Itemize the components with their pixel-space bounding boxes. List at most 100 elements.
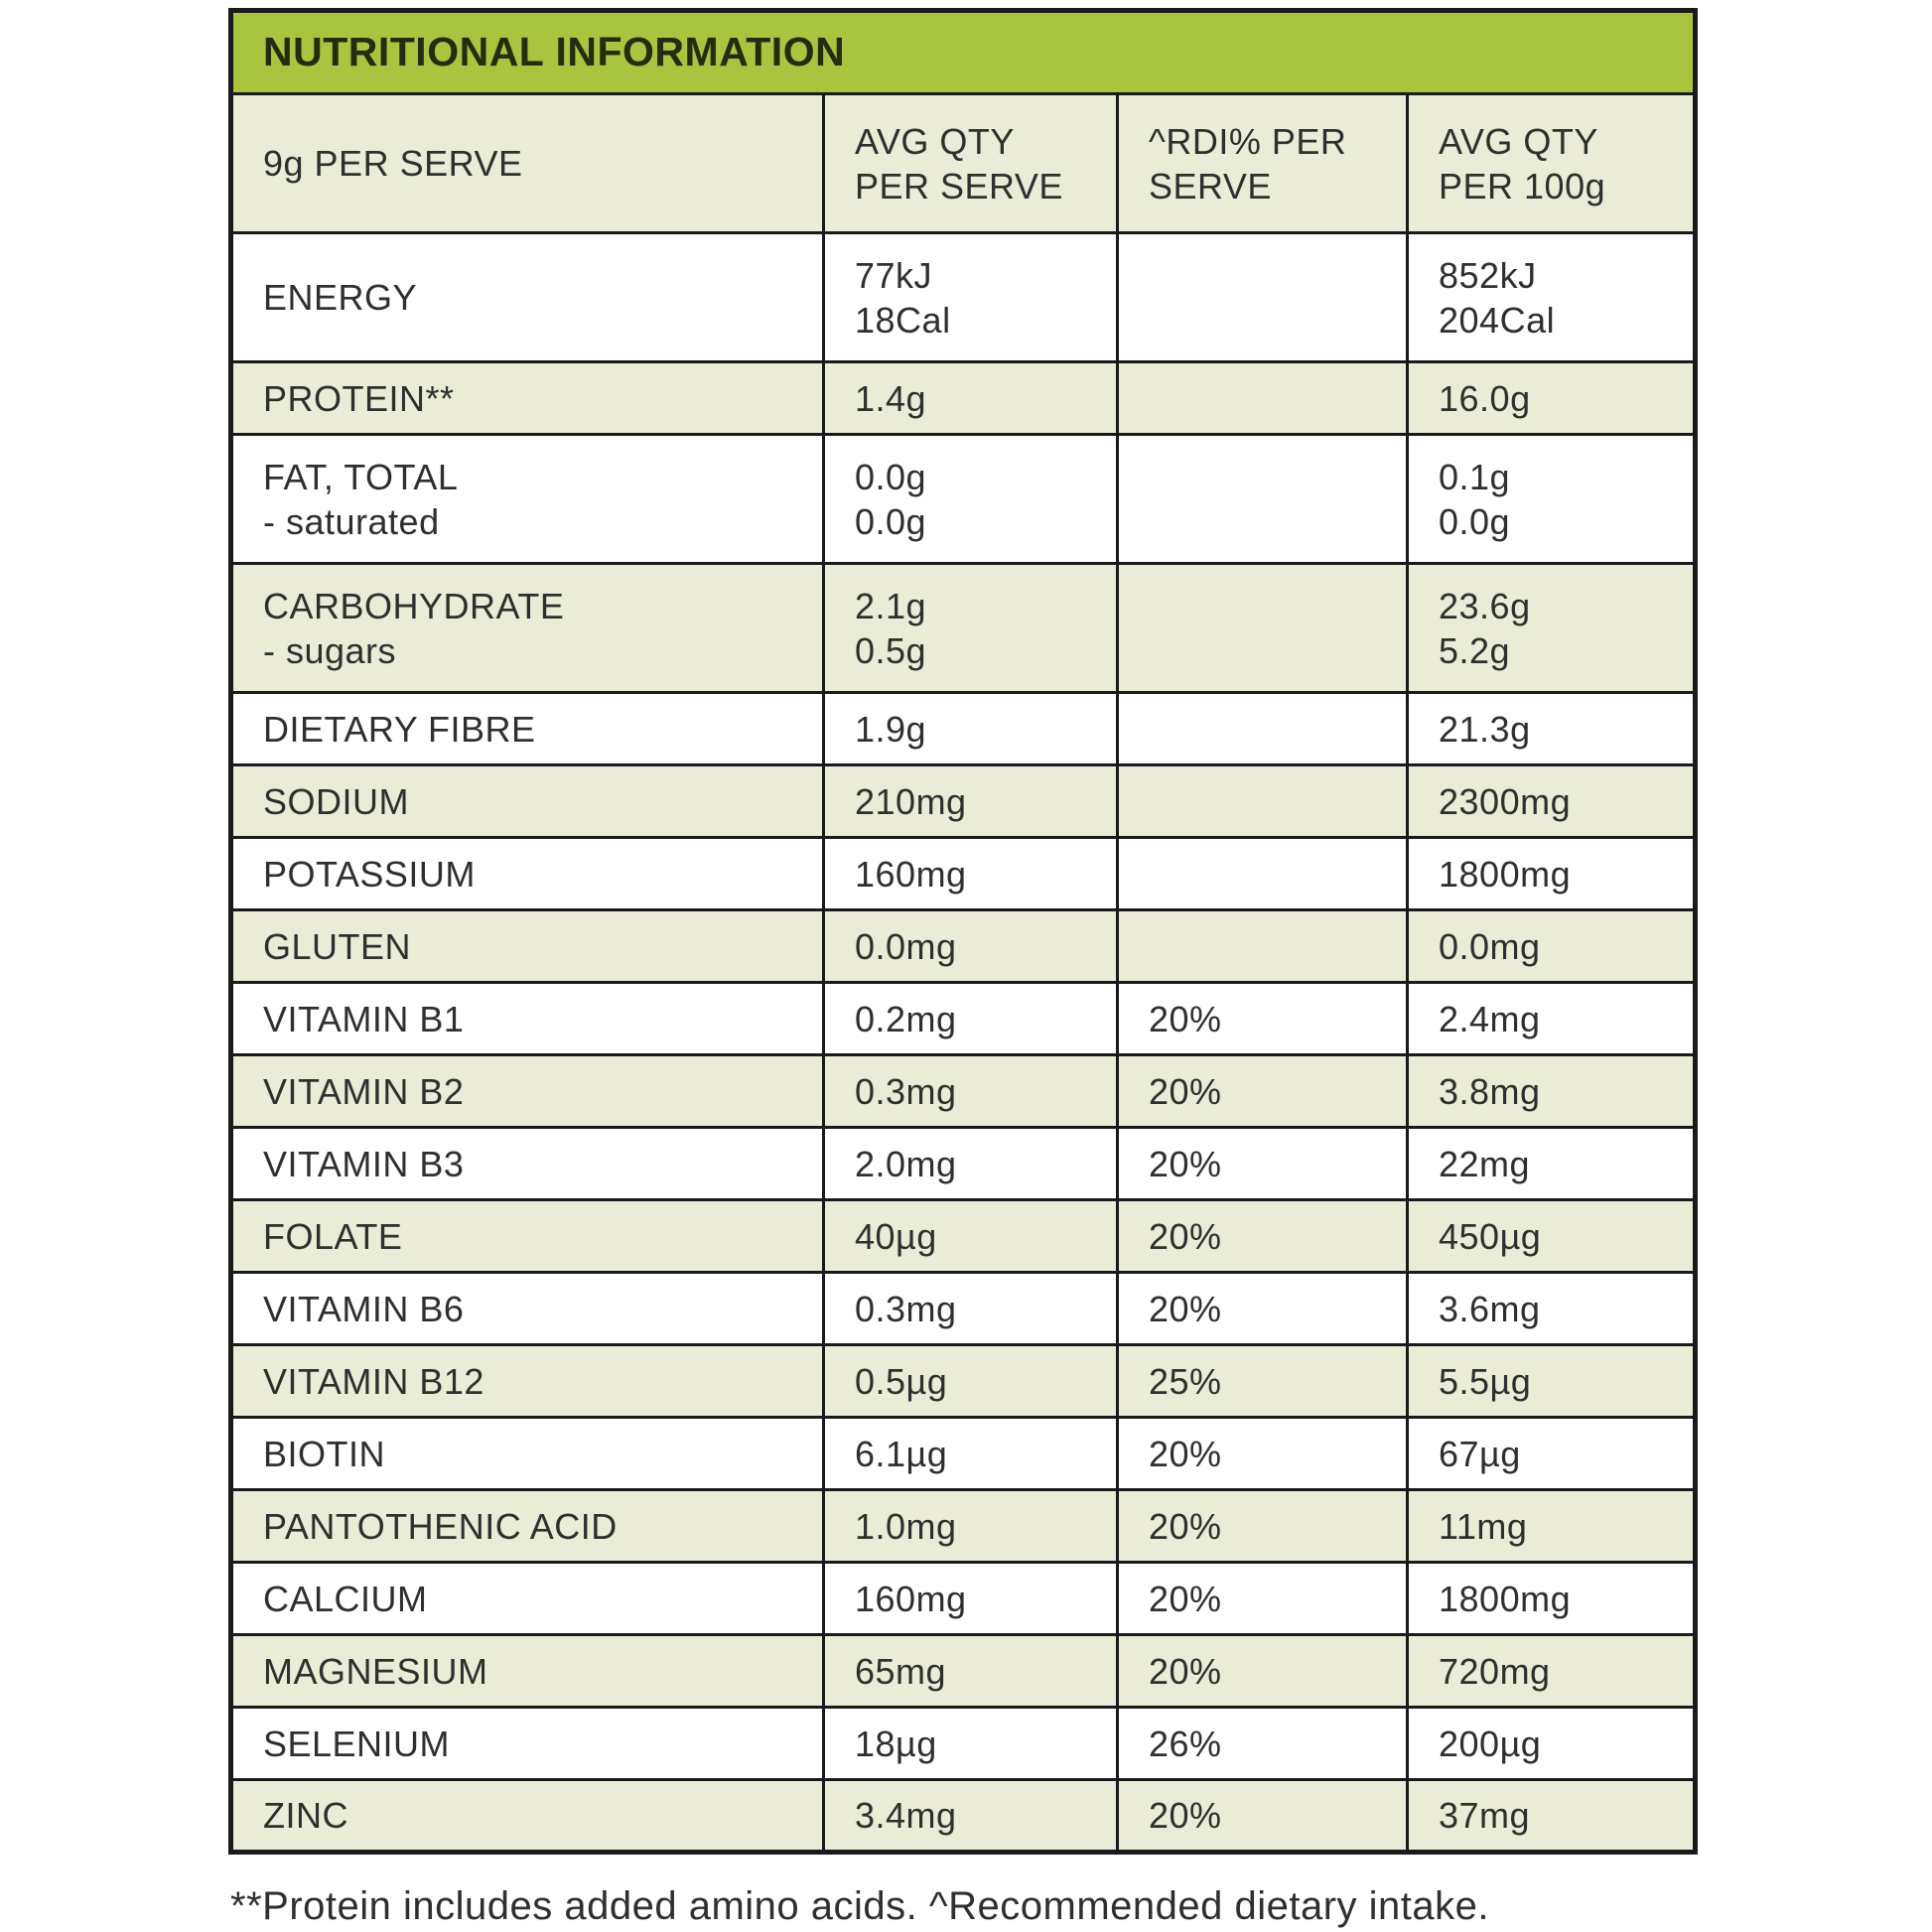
- column-header-avg-qty-per-100g: AVG QTY PER 100g: [1405, 92, 1698, 234]
- table-row: PROTEIN** 1.4g 16.0g: [229, 360, 1698, 436]
- nutrient-value-per-100g: 23.6g 5.2g: [1405, 562, 1698, 694]
- column-header-serving-size: 9g PER SERVE: [229, 92, 825, 234]
- nutrient-value-rdi: 20%: [1116, 1198, 1409, 1274]
- nutrient-label: CARBOHYDRATE - sugars: [229, 562, 825, 694]
- table-title-row: NUTRITIONAL INFORMATION: [228, 9, 1698, 95]
- nutrient-value-rdi: 20%: [1116, 1778, 1409, 1854]
- nutrient-value-rdi: 20%: [1116, 1633, 1409, 1709]
- table-body: ENERGY 77kJ 18Cal 852kJ 204Cal PROTEIN** 1.4…: [229, 231, 1698, 1854]
- table-row: BIOTIN 6.1µg 20% 67µg: [229, 1416, 1698, 1491]
- nutrient-label: SODIUM: [229, 763, 825, 839]
- table-row: FOLATE 40µg 20% 450µg: [229, 1198, 1698, 1274]
- nutrient-label: FAT, TOTAL - saturated: [229, 433, 825, 565]
- nutrient-label: ZINC: [229, 1778, 825, 1854]
- nutrient-value-rdi: 20%: [1116, 981, 1409, 1056]
- table-row: VITAMIN B6 0.3mg 20% 3.6mg: [229, 1271, 1698, 1346]
- nutrient-value-per-100g: 720mg: [1405, 1633, 1698, 1709]
- nutrient-label: VITAMIN B2: [229, 1053, 825, 1129]
- nutrient-label: POTASSIUM: [229, 836, 825, 911]
- nutrient-label: CALCIUM: [229, 1561, 825, 1636]
- nutrient-value-per-serve: 6.1µg: [822, 1416, 1119, 1491]
- nutrient-value-per-100g: 3.6mg: [1405, 1271, 1698, 1346]
- nutrient-value-per-100g: 5.5µg: [1405, 1343, 1698, 1419]
- nutrient-value-per-serve: 1.4g: [822, 360, 1119, 436]
- nutrient-value-per-100g: 16.0g: [1405, 360, 1698, 436]
- nutrient-value-per-serve: 0.0mg: [822, 908, 1119, 984]
- nutrient-value-rdi: [1116, 231, 1409, 363]
- table-row: POTASSIUM 160mg 1800mg: [229, 836, 1698, 911]
- table-row: CALCIUM 160mg 20% 1800mg: [229, 1561, 1698, 1636]
- footnote: **Protein includes added amino acids. ^R…: [230, 1884, 1490, 1928]
- nutrient-value-per-100g: 852kJ 204Cal: [1405, 231, 1698, 363]
- nutrient-value-per-100g: 37mg: [1405, 1778, 1698, 1854]
- nutrition-table: NUTRITIONAL INFORMATION 9g PER SERVE AVG…: [228, 8, 1699, 1855]
- nutrient-value-per-serve: 2.0mg: [822, 1126, 1119, 1201]
- table-row: PANTOTHENIC ACID 1.0mg 20% 11mg: [229, 1488, 1698, 1564]
- nutrient-value-per-serve: 18µg: [822, 1706, 1119, 1781]
- nutrient-value-rdi: [1116, 433, 1409, 565]
- table-row: SODIUM 210mg 2300mg: [229, 763, 1698, 839]
- nutrient-label: DIETARY FIBRE: [229, 691, 825, 766]
- column-header-avg-qty-per-serve: AVG QTY PER SERVE: [822, 92, 1119, 234]
- table-row: CARBOHYDRATE - sugars 2.1g 0.5g 23.6g 5.2g: [229, 562, 1698, 694]
- nutrient-label: PROTEIN**: [229, 360, 825, 436]
- nutrient-label: VITAMIN B12: [229, 1343, 825, 1419]
- nutrient-value-per-100g: 1800mg: [1405, 836, 1698, 911]
- nutrient-value-per-serve: 3.4mg: [822, 1778, 1119, 1854]
- nutrient-value-rdi: 25%: [1116, 1343, 1409, 1419]
- table-row: GLUTEN 0.0mg 0.0mg: [229, 908, 1698, 984]
- column-header-rdi-per-serve: ^RDI% PER SERVE: [1116, 92, 1409, 234]
- table-row: VITAMIN B3 2.0mg 20% 22mg: [229, 1126, 1698, 1201]
- nutrient-value-per-100g: 3.8mg: [1405, 1053, 1698, 1129]
- nutrient-value-per-serve: 0.3mg: [822, 1271, 1119, 1346]
- table-title: NUTRITIONAL INFORMATION: [228, 9, 1698, 95]
- table-row: FAT, TOTAL - saturated 0.0g 0.0g 0.1g 0.0g: [229, 433, 1698, 565]
- nutrient-value-rdi: [1116, 562, 1409, 694]
- nutrient-label: VITAMIN B3: [229, 1126, 825, 1201]
- nutrient-value-per-100g: 22mg: [1405, 1126, 1698, 1201]
- table-row: VITAMIN B2 0.3mg 20% 3.8mg: [229, 1053, 1698, 1129]
- nutrient-label: BIOTIN: [229, 1416, 825, 1491]
- table-row: MAGNESIUM 65mg 20% 720mg: [229, 1633, 1698, 1709]
- nutrient-label: MAGNESIUM: [229, 1633, 825, 1709]
- nutrient-value-per-serve: 0.0g 0.0g: [822, 433, 1119, 565]
- column-header-row: 9g PER SERVE AVG QTY PER SERVE ^RDI% PER…: [229, 92, 1698, 234]
- nutrient-value-rdi: 20%: [1116, 1416, 1409, 1491]
- nutrient-value-per-serve: 65mg: [822, 1633, 1119, 1709]
- nutrient-label: VITAMIN B6: [229, 1271, 825, 1346]
- nutrient-value-per-100g: 200µg: [1405, 1706, 1698, 1781]
- nutrient-value-rdi: [1116, 763, 1409, 839]
- table-row: VITAMIN B1 0.2mg 20% 2.4mg: [229, 981, 1698, 1056]
- nutrient-value-rdi: [1116, 836, 1409, 911]
- nutrient-value-per-serve: 0.5µg: [822, 1343, 1119, 1419]
- nutrient-value-rdi: 20%: [1116, 1488, 1409, 1564]
- nutrient-value-per-serve: 160mg: [822, 836, 1119, 911]
- nutrient-value-per-serve: 1.9g: [822, 691, 1119, 766]
- nutrient-label: FOLATE: [229, 1198, 825, 1274]
- nutrient-label: SELENIUM: [229, 1706, 825, 1781]
- table-row: ZINC 3.4mg 20% 37mg: [229, 1778, 1698, 1854]
- nutrient-value-per-serve: 0.3mg: [822, 1053, 1119, 1129]
- table-row: SELENIUM 18µg 26% 200µg: [229, 1706, 1698, 1781]
- nutrient-value-per-100g: 450µg: [1405, 1198, 1698, 1274]
- nutrient-label: VITAMIN B1: [229, 981, 825, 1056]
- nutrient-value-per-100g: 67µg: [1405, 1416, 1698, 1491]
- nutrient-value-per-serve: 0.2mg: [822, 981, 1119, 1056]
- nutrient-value-rdi: 20%: [1116, 1271, 1409, 1346]
- nutrient-value-per-serve: 40µg: [822, 1198, 1119, 1274]
- nutrient-value-per-serve: 77kJ 18Cal: [822, 231, 1119, 363]
- nutrient-value-rdi: 20%: [1116, 1561, 1409, 1636]
- nutrient-value-per-serve: 1.0mg: [822, 1488, 1119, 1564]
- nutrient-value-rdi: 26%: [1116, 1706, 1409, 1781]
- nutrient-label: GLUTEN: [229, 908, 825, 984]
- nutrient-value-per-100g: 2300mg: [1405, 763, 1698, 839]
- nutrient-value-per-100g: 1800mg: [1405, 1561, 1698, 1636]
- nutrient-value-per-serve: 160mg: [822, 1561, 1119, 1636]
- nutrient-value-rdi: 20%: [1116, 1053, 1409, 1129]
- nutrient-label: ENERGY: [229, 231, 825, 363]
- nutrient-value-per-100g: 21.3g: [1405, 691, 1698, 766]
- nutrient-value-per-serve: 210mg: [822, 763, 1119, 839]
- nutrient-value-per-100g: 0.0mg: [1405, 908, 1698, 984]
- table-row: VITAMIN B12 0.5µg 25% 5.5µg: [229, 1343, 1698, 1419]
